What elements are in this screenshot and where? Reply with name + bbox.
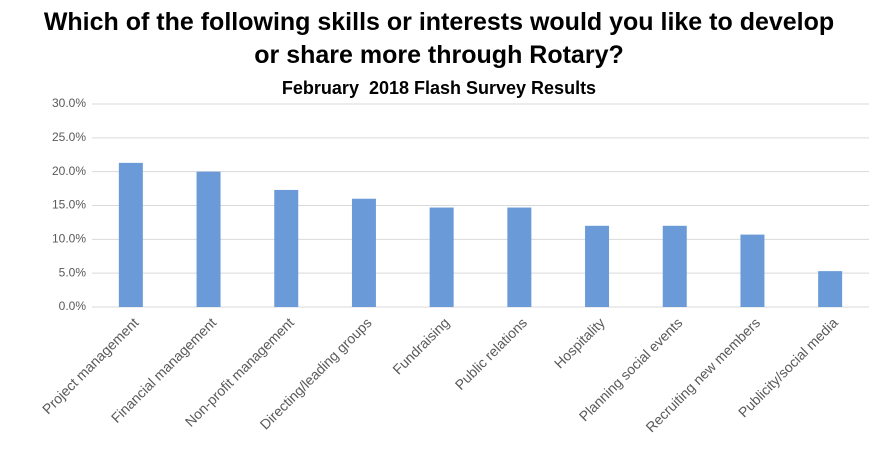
bar [429,207,454,307]
bar [585,225,610,307]
bar [351,198,376,307]
y-tick-label: 10.0% [52,232,86,246]
x-tick-label: Public relations [452,314,530,392]
chart-title: Which of the following skills or interes… [43,8,835,69]
y-tick-label: 0.0% [59,299,87,313]
bar [196,171,221,307]
bar [118,162,143,307]
x-tick-label: Hospitality [551,314,608,371]
bar [818,271,843,307]
y-tick-label: 20.0% [52,164,86,178]
x-tick-label: Fundraising [389,314,452,377]
chart-subtitle: February 2018 Flash Survey Results [281,78,597,98]
y-tick-label: 25.0% [52,130,86,144]
y-tick-label: 30.0% [52,96,86,110]
bar [507,207,532,307]
y-tick-label: 15.0% [52,198,86,212]
bar [662,225,687,307]
y-tick-label: 5.0% [59,265,87,279]
bar [740,234,765,307]
bar [274,189,299,307]
